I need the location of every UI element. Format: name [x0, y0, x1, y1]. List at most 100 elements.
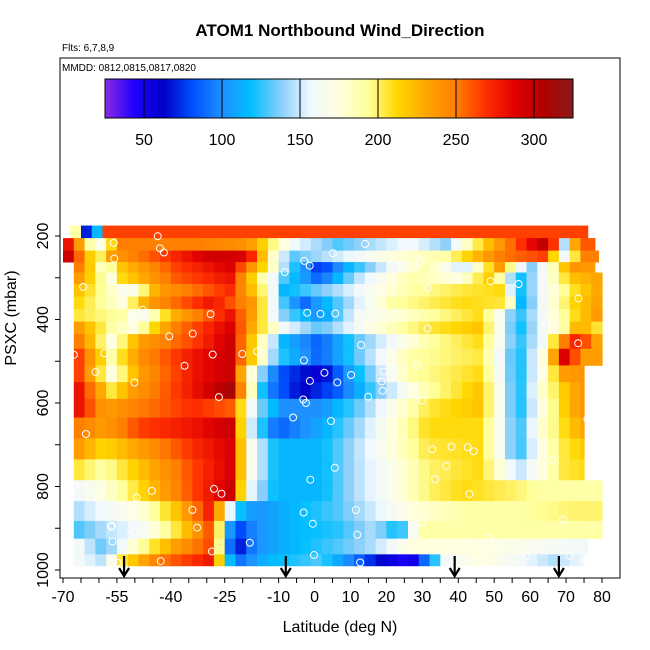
heatmap-cell	[429, 554, 441, 567]
heatmap-cell	[170, 554, 183, 567]
heatmap-cell	[504, 438, 517, 460]
heatmap-cell	[461, 309, 474, 322]
heatmap-cell	[364, 554, 377, 567]
heatmap-cell	[321, 382, 334, 400]
observation-point	[147, 486, 156, 495]
heatmap-cell	[84, 272, 96, 285]
heatmap-cell	[170, 520, 183, 540]
heatmap-cell	[440, 520, 452, 540]
heatmap-cell	[278, 365, 290, 383]
heatmap-cell	[386, 501, 398, 522]
heatmap-cell	[310, 417, 323, 439]
heatmap-cell	[451, 272, 463, 285]
heatmap-cell	[526, 480, 538, 502]
heatmap-cell	[246, 284, 258, 297]
heatmap-cell	[440, 250, 452, 263]
heatmap-cell	[451, 321, 463, 335]
heatmap-cell	[310, 238, 323, 252]
heatmap-row	[73, 262, 596, 273]
heatmap-cell	[569, 382, 582, 400]
heatmap-cell	[494, 348, 506, 366]
heatmap-cell	[84, 365, 96, 383]
heatmap-cell	[213, 334, 226, 350]
heatmap-cell	[375, 398, 387, 419]
heatmap-cell	[289, 398, 301, 419]
heatmap-cell	[127, 348, 140, 366]
heatmap-cell	[170, 238, 183, 252]
heatmap-row	[73, 459, 585, 481]
heatmap-cell	[73, 459, 86, 481]
heatmap-cell	[440, 321, 452, 335]
heatmap-cell	[192, 554, 204, 567]
heatmap-cell	[235, 538, 247, 555]
heatmap-cell	[332, 538, 344, 555]
heatmap-cell	[591, 262, 596, 273]
heatmap-cell	[181, 272, 193, 285]
heatmap-cell	[192, 348, 204, 366]
heatmap-cell	[192, 296, 204, 310]
observation-point	[377, 377, 386, 386]
heatmap-cell	[494, 459, 506, 481]
heatmap-cell	[192, 417, 204, 439]
heatmap-cell	[343, 272, 355, 285]
heatmap-cell	[418, 238, 431, 252]
heatmap-cell	[429, 480, 441, 502]
heatmap-cell	[515, 520, 528, 540]
observation-point	[574, 294, 583, 303]
heatmap-cell	[483, 250, 495, 263]
heatmap-cell	[364, 296, 377, 310]
heatmap-cell	[558, 417, 571, 439]
observation-point	[353, 530, 362, 539]
heatmap-cell	[569, 501, 582, 522]
heatmap-cell	[160, 398, 172, 419]
y-axis-label: PSXC (mbar)	[3, 270, 20, 365]
heatmap-cell	[278, 334, 290, 350]
heatmap-cell	[354, 554, 366, 567]
heatmap-cell	[138, 296, 150, 310]
heatmap-cell	[483, 334, 495, 350]
heatmap-cell	[407, 520, 420, 540]
heatmap-cell	[170, 272, 183, 285]
y-tick-label: 200	[35, 223, 52, 250]
y-tick-label: 800	[35, 473, 52, 500]
heatmap-cell	[321, 348, 334, 366]
heatmap-cell	[213, 238, 226, 252]
heatmap-row	[73, 321, 603, 335]
heatmap-cell	[224, 365, 237, 383]
heatmap-cell	[213, 321, 226, 335]
heatmap-cell	[343, 554, 355, 567]
heatmap-cell	[149, 438, 161, 460]
heatmap-cell	[382, 225, 395, 239]
heatmap-cell	[192, 262, 204, 273]
heatmap-cell	[70, 225, 82, 239]
heatmap-cell	[73, 284, 86, 297]
heatmap-cell	[375, 348, 387, 366]
heatmap-cell	[300, 438, 312, 460]
heatmap-cell	[569, 520, 582, 540]
heatmap-cell	[203, 438, 215, 460]
heatmap-row	[73, 520, 603, 540]
heatmap-cell	[375, 459, 387, 481]
heatmap-cell	[375, 272, 387, 285]
heatmap-cell	[300, 459, 312, 481]
heatmap-cell	[494, 365, 506, 383]
heatmap-cell	[429, 296, 441, 310]
heatmap-cell	[300, 538, 312, 555]
heatmap-cell	[84, 348, 96, 366]
heatmap-cell	[127, 501, 140, 522]
heatmap-cell	[461, 272, 474, 285]
heatmap-cell	[73, 296, 86, 310]
heatmap-cell	[569, 398, 582, 419]
heatmap-cell	[526, 382, 538, 400]
plot-frame	[59, 57, 621, 579]
observation-point	[331, 309, 340, 318]
heatmap-cell	[354, 238, 366, 252]
heatmap-cell	[375, 501, 387, 522]
heatmap-cell	[203, 238, 215, 252]
heatmap-cell	[354, 398, 366, 419]
heatmap-cell	[397, 501, 409, 522]
heatmap-cell	[300, 501, 312, 522]
heatmap-cell	[386, 520, 398, 540]
observation-point	[214, 393, 223, 402]
heatmap-cell	[199, 225, 211, 239]
